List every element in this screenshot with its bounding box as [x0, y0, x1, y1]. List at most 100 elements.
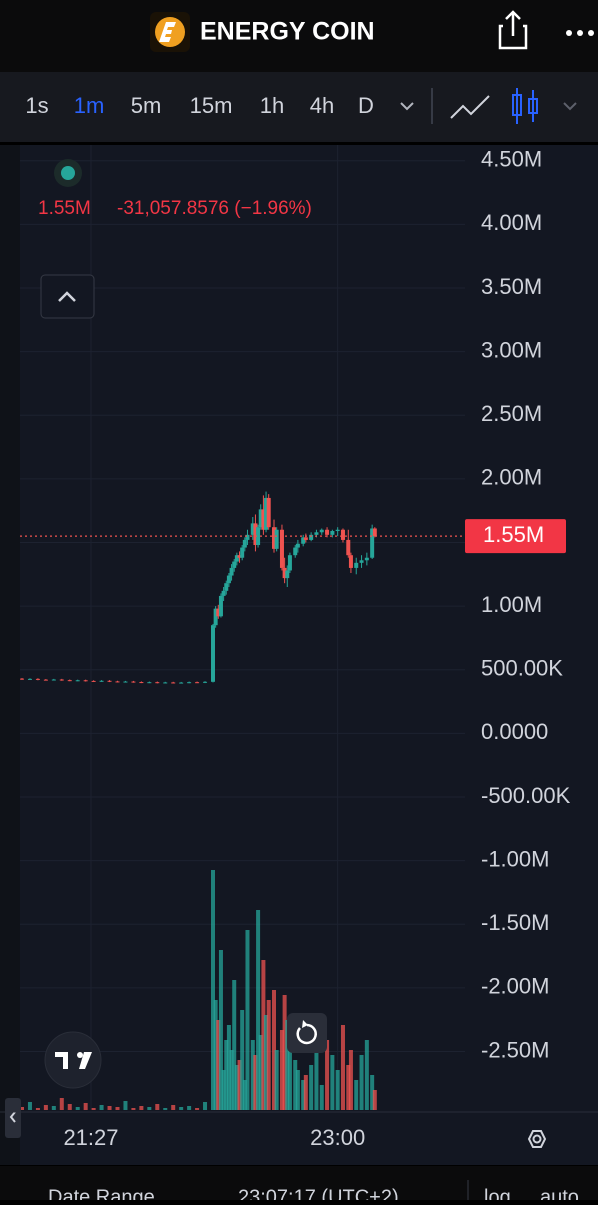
- volume-bar: [335, 1070, 340, 1110]
- volume-bar: [210, 870, 215, 1110]
- interval-button[interactable]: 15m: [190, 93, 233, 118]
- volume-bar: [229, 1050, 234, 1110]
- candle-body: [370, 528, 375, 558]
- plot: 4.50M4.00M3.50M3.00M2.50M2.00M1.50M1.00M…: [20, 145, 571, 1150]
- candle-body: [59, 679, 64, 681]
- more-button[interactable]: [566, 30, 594, 36]
- volume-bar: [314, 1050, 319, 1110]
- volume-bar: [155, 1104, 160, 1110]
- volume-bar: [274, 1050, 279, 1110]
- candle-body: [147, 682, 152, 684]
- header-bg: [0, 0, 598, 72]
- candle-body: [372, 528, 377, 537]
- candle-body: [20, 678, 24, 680]
- candle-body: [245, 534, 250, 540]
- date-range[interactable]: Date Range: [48, 1186, 155, 1205]
- line-style-button[interactable]: [450, 95, 490, 119]
- candle-body: [285, 570, 290, 579]
- volume-bar: [147, 1107, 152, 1110]
- volume-bar: [258, 1035, 263, 1110]
- candle-body: [242, 539, 247, 548]
- volume-bar: [372, 1090, 377, 1110]
- y-tick-label: 3.00M: [481, 337, 542, 362]
- footer-bg: [0, 1166, 598, 1200]
- candle-style-button[interactable]: [512, 88, 538, 124]
- candle-body: [216, 608, 221, 617]
- candle-body: [163, 682, 168, 684]
- interval-button[interactable]: 1s: [25, 93, 48, 118]
- candle-body: [195, 682, 200, 684]
- candle-body: [43, 679, 48, 681]
- candle-body: [240, 547, 245, 558]
- volume-bar: [272, 990, 277, 1110]
- volume-bar: [203, 1102, 208, 1110]
- legend-price: 1.55M: [38, 198, 91, 219]
- candle-body: [253, 523, 258, 546]
- collapse-button[interactable]: [40, 274, 95, 319]
- volume-bar: [75, 1107, 80, 1110]
- log-toggle[interactable]: log: [484, 1186, 511, 1205]
- volume-bar: [218, 950, 223, 1110]
- candle-body: [340, 529, 345, 540]
- volume-bar: [348, 1050, 353, 1110]
- interval-button[interactable]: 4h: [310, 93, 334, 118]
- volume-bar: [27, 1102, 32, 1110]
- tv-logo-flag: [79, 1052, 92, 1069]
- volume-bar: [163, 1108, 168, 1110]
- candle-body: [287, 555, 292, 571]
- volume-bar: [340, 1025, 345, 1110]
- y-tick-label: 3.50M: [481, 274, 542, 299]
- reset-button[interactable]: [287, 1013, 327, 1053]
- app-title: ENERGY COIN: [200, 18, 375, 46]
- volume-bar: [287, 1035, 292, 1110]
- volume-bar: [226, 1025, 231, 1110]
- candle-body: [115, 681, 120, 683]
- y-tick-label: 2.00M: [481, 465, 542, 490]
- candle-body: [213, 608, 218, 626]
- settings-button[interactable]: [527, 1130, 547, 1148]
- interval-button[interactable]: 1h: [260, 93, 284, 118]
- candle-body: [272, 527, 277, 549]
- volume-bar: [59, 1098, 64, 1110]
- interval-button[interactable]: 5m: [131, 93, 162, 118]
- candle-body: [293, 547, 298, 556]
- volume-bar: [330, 1055, 335, 1110]
- tv-logo[interactable]: [44, 1031, 102, 1089]
- volume-bar: [253, 1055, 258, 1110]
- candle-body: [107, 680, 112, 682]
- volume-bar: [43, 1105, 48, 1110]
- interval-button[interactable]: D: [358, 93, 374, 118]
- interval-button[interactable]: 1m: [74, 93, 105, 118]
- clock: 23:07:17 (UTC+2): [238, 1186, 399, 1200]
- candle-body: [261, 509, 266, 530]
- volume-bar: [309, 1065, 314, 1110]
- candle-body: [234, 555, 239, 562]
- volume-bar: [67, 1104, 72, 1110]
- volume-bar: [325, 1040, 330, 1110]
- left-panel: [0, 145, 20, 1165]
- candle-body: [319, 529, 324, 533]
- toolbar-bg: [0, 72, 598, 142]
- candle-body: [295, 543, 300, 548]
- candle-body: [91, 680, 96, 682]
- candle-body: [335, 529, 340, 532]
- volume-bar: [295, 1070, 300, 1110]
- y-tick-label: 1.00M: [481, 592, 542, 617]
- x-tick-label: 23:00: [310, 1125, 365, 1150]
- volume-bar: [131, 1108, 136, 1110]
- volume-bar: [99, 1105, 104, 1110]
- candle-body: [256, 527, 261, 546]
- volume-bar: [279, 1030, 284, 1110]
- candle-body: [354, 562, 359, 568]
- share-button[interactable]: [498, 10, 528, 50]
- candle-body: [330, 531, 335, 535]
- interval-group: 1s 1m 5m 15m 1h 4h D: [25, 93, 374, 118]
- candle-body: [131, 681, 136, 683]
- candle-body: [67, 680, 72, 682]
- style-menu[interactable]: [563, 102, 577, 111]
- volume-bar: [264, 1015, 269, 1110]
- interval-menu[interactable]: [400, 102, 414, 111]
- auto-toggle[interactable]: auto: [540, 1186, 579, 1205]
- candle-body: [226, 575, 231, 584]
